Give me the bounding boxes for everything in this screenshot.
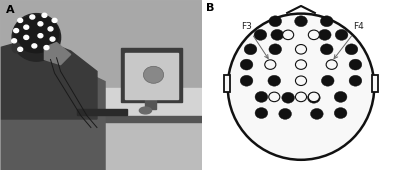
Circle shape — [144, 66, 164, 83]
Circle shape — [308, 92, 320, 103]
Circle shape — [334, 108, 347, 118]
Ellipse shape — [228, 14, 374, 160]
Circle shape — [271, 29, 284, 40]
Circle shape — [318, 29, 331, 40]
Circle shape — [38, 34, 43, 38]
Circle shape — [320, 16, 333, 27]
Text: F4: F4 — [334, 22, 364, 59]
Circle shape — [279, 108, 292, 119]
Circle shape — [308, 30, 320, 40]
Bar — [0, 116, 202, 122]
Circle shape — [335, 29, 348, 40]
Circle shape — [255, 91, 268, 102]
Circle shape — [32, 44, 37, 48]
Bar — [0, 0, 202, 99]
Ellipse shape — [14, 15, 58, 53]
Circle shape — [30, 15, 35, 19]
Circle shape — [24, 35, 29, 39]
Bar — [0, 117, 202, 170]
Bar — [125, 53, 178, 99]
Text: F3: F3 — [242, 22, 268, 58]
Circle shape — [42, 13, 47, 17]
Circle shape — [269, 92, 280, 102]
Circle shape — [349, 59, 362, 70]
Bar — [77, 109, 127, 115]
Circle shape — [254, 29, 267, 40]
Circle shape — [296, 60, 306, 69]
Ellipse shape — [12, 14, 61, 61]
Circle shape — [320, 44, 333, 55]
Circle shape — [50, 37, 55, 41]
Circle shape — [296, 92, 306, 102]
Circle shape — [296, 76, 306, 86]
Circle shape — [244, 44, 257, 55]
Polygon shape — [44, 42, 71, 65]
Circle shape — [345, 44, 358, 55]
Circle shape — [52, 18, 57, 22]
Circle shape — [18, 47, 23, 51]
Bar — [224, 75, 230, 92]
Circle shape — [326, 60, 337, 69]
Ellipse shape — [12, 42, 20, 53]
Circle shape — [269, 16, 282, 27]
Circle shape — [268, 75, 281, 86]
Circle shape — [334, 91, 347, 102]
Circle shape — [240, 75, 253, 86]
Circle shape — [255, 108, 268, 118]
Circle shape — [282, 30, 294, 40]
Circle shape — [310, 108, 323, 119]
Text: A: A — [6, 5, 15, 15]
Circle shape — [48, 27, 53, 31]
Circle shape — [282, 92, 294, 103]
Circle shape — [44, 46, 49, 50]
Circle shape — [265, 60, 276, 69]
Bar — [121, 48, 182, 102]
Circle shape — [24, 25, 29, 29]
Bar — [372, 75, 378, 92]
Circle shape — [321, 75, 334, 86]
Circle shape — [12, 39, 16, 43]
Circle shape — [296, 45, 306, 54]
Circle shape — [295, 16, 307, 27]
Text: B: B — [206, 3, 214, 13]
Bar — [0, 88, 202, 119]
Circle shape — [240, 59, 253, 70]
Circle shape — [14, 29, 18, 33]
Circle shape — [308, 92, 320, 102]
Polygon shape — [0, 37, 97, 119]
Bar — [146, 100, 156, 109]
Polygon shape — [0, 59, 105, 170]
Circle shape — [18, 18, 23, 22]
Circle shape — [269, 44, 282, 55]
Circle shape — [38, 22, 43, 26]
Circle shape — [349, 75, 362, 86]
Ellipse shape — [139, 107, 152, 114]
